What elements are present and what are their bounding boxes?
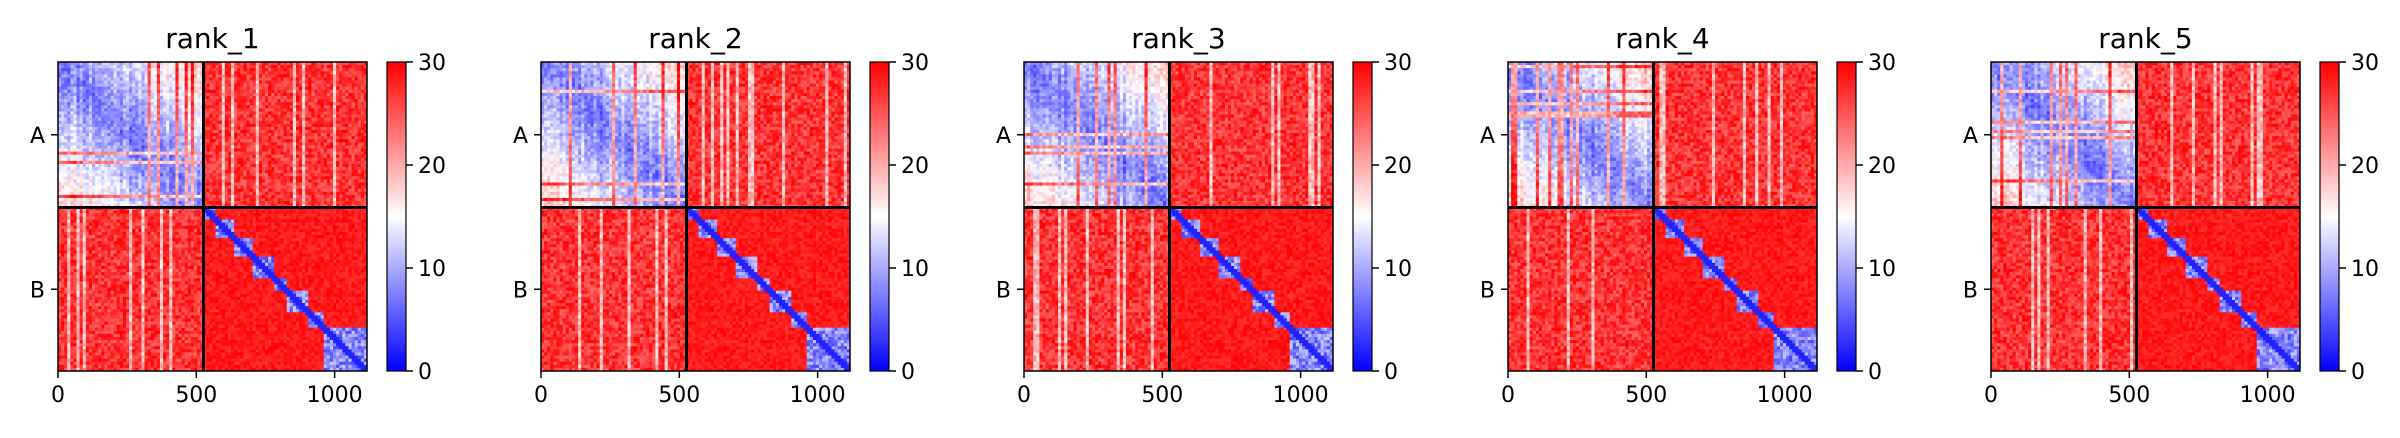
pae-panel-2: rank_2 0 500 1000 A B 0 10 20 30 [513, 22, 929, 408]
chain-label: B [996, 278, 1011, 303]
chain-label: B [1480, 278, 1495, 303]
heatmap-cells [541, 62, 850, 371]
pae-panel-4: rank_4 0 500 1000 A B 0 10 20 30 [1480, 22, 1896, 408]
x-tick-label: 500 [175, 383, 217, 408]
colorbar [2320, 62, 2339, 371]
heatmap-cells [1024, 62, 1333, 371]
colorbar-tick-label: 0 [2351, 360, 2365, 385]
x-tick-label: 1000 [2240, 383, 2296, 408]
pae-panel-5: rank_5 0 500 1000 A B 0 10 20 30 [1963, 22, 2379, 408]
x-tick-label: 1000 [790, 383, 846, 408]
x-tick-label: 0 [1017, 383, 1031, 408]
chain-label: A [1963, 124, 1978, 149]
x-tick-label: 1000 [307, 383, 363, 408]
heatmap-cells [1508, 62, 1817, 371]
colorbar-tick-label: 0 [1384, 360, 1398, 385]
colorbar-tick-label: 20 [901, 154, 929, 179]
heatmap-cells [1991, 62, 2300, 371]
colorbar-tick-label: 20 [1868, 154, 1896, 179]
heatmap-cells [58, 62, 367, 371]
colorbar-tick-label: 10 [901, 257, 929, 282]
x-tick-label: 1000 [1273, 383, 1329, 408]
colorbar-tick-label: 0 [901, 360, 915, 385]
colorbar-tick-label: 30 [2351, 51, 2379, 76]
colorbar-tick-label: 20 [2351, 154, 2379, 179]
colorbar-tick-label: 10 [1384, 257, 1412, 282]
chain-label: B [513, 278, 528, 303]
chain-label: B [30, 278, 45, 303]
colorbar [870, 62, 889, 371]
colorbar-tick-label: 0 [418, 360, 432, 385]
panel-title: rank_4 [1615, 22, 1709, 55]
colorbar-tick-label: 30 [418, 51, 446, 76]
chain-label: A [513, 124, 528, 149]
colorbar-tick-label: 10 [418, 257, 446, 282]
x-tick-label: 0 [1984, 383, 1998, 408]
panel-title: rank_2 [648, 22, 742, 55]
x-tick-label: 0 [51, 383, 65, 408]
colorbar-tick-label: 20 [418, 154, 446, 179]
colorbar [1353, 62, 1372, 371]
chain-label: A [1480, 124, 1495, 149]
colorbar-tick-label: 20 [1384, 154, 1412, 179]
chain-label: A [996, 124, 1011, 149]
x-tick-label: 500 [1625, 383, 1667, 408]
panel-title: rank_3 [1131, 22, 1225, 55]
colorbar-tick-label: 30 [901, 51, 929, 76]
panel-title: rank_5 [2098, 22, 2192, 55]
x-tick-label: 500 [658, 383, 700, 408]
colorbar-tick-label: 0 [1868, 360, 1882, 385]
x-tick-label: 500 [1141, 383, 1183, 408]
colorbar-tick-label: 10 [1868, 257, 1896, 282]
x-tick-label: 1000 [1757, 383, 1813, 408]
pae-panel-3: rank_3 0 500 1000 A B 0 10 20 30 [996, 22, 1412, 408]
colorbar [387, 62, 406, 371]
x-tick-label: 500 [2108, 383, 2150, 408]
colorbar-tick-label: 10 [2351, 257, 2379, 282]
chain-label: B [1963, 278, 1978, 303]
x-tick-label: 0 [1501, 383, 1515, 408]
panel-title: rank_1 [165, 22, 259, 55]
x-tick-label: 0 [534, 383, 548, 408]
colorbar-tick-label: 30 [1868, 51, 1896, 76]
chain-label: A [30, 124, 45, 149]
colorbar [1837, 62, 1856, 371]
pae-panel-1: rank_1 0 500 1000 A B 0 10 20 30 [30, 22, 446, 408]
colorbar-tick-label: 30 [1384, 51, 1412, 76]
